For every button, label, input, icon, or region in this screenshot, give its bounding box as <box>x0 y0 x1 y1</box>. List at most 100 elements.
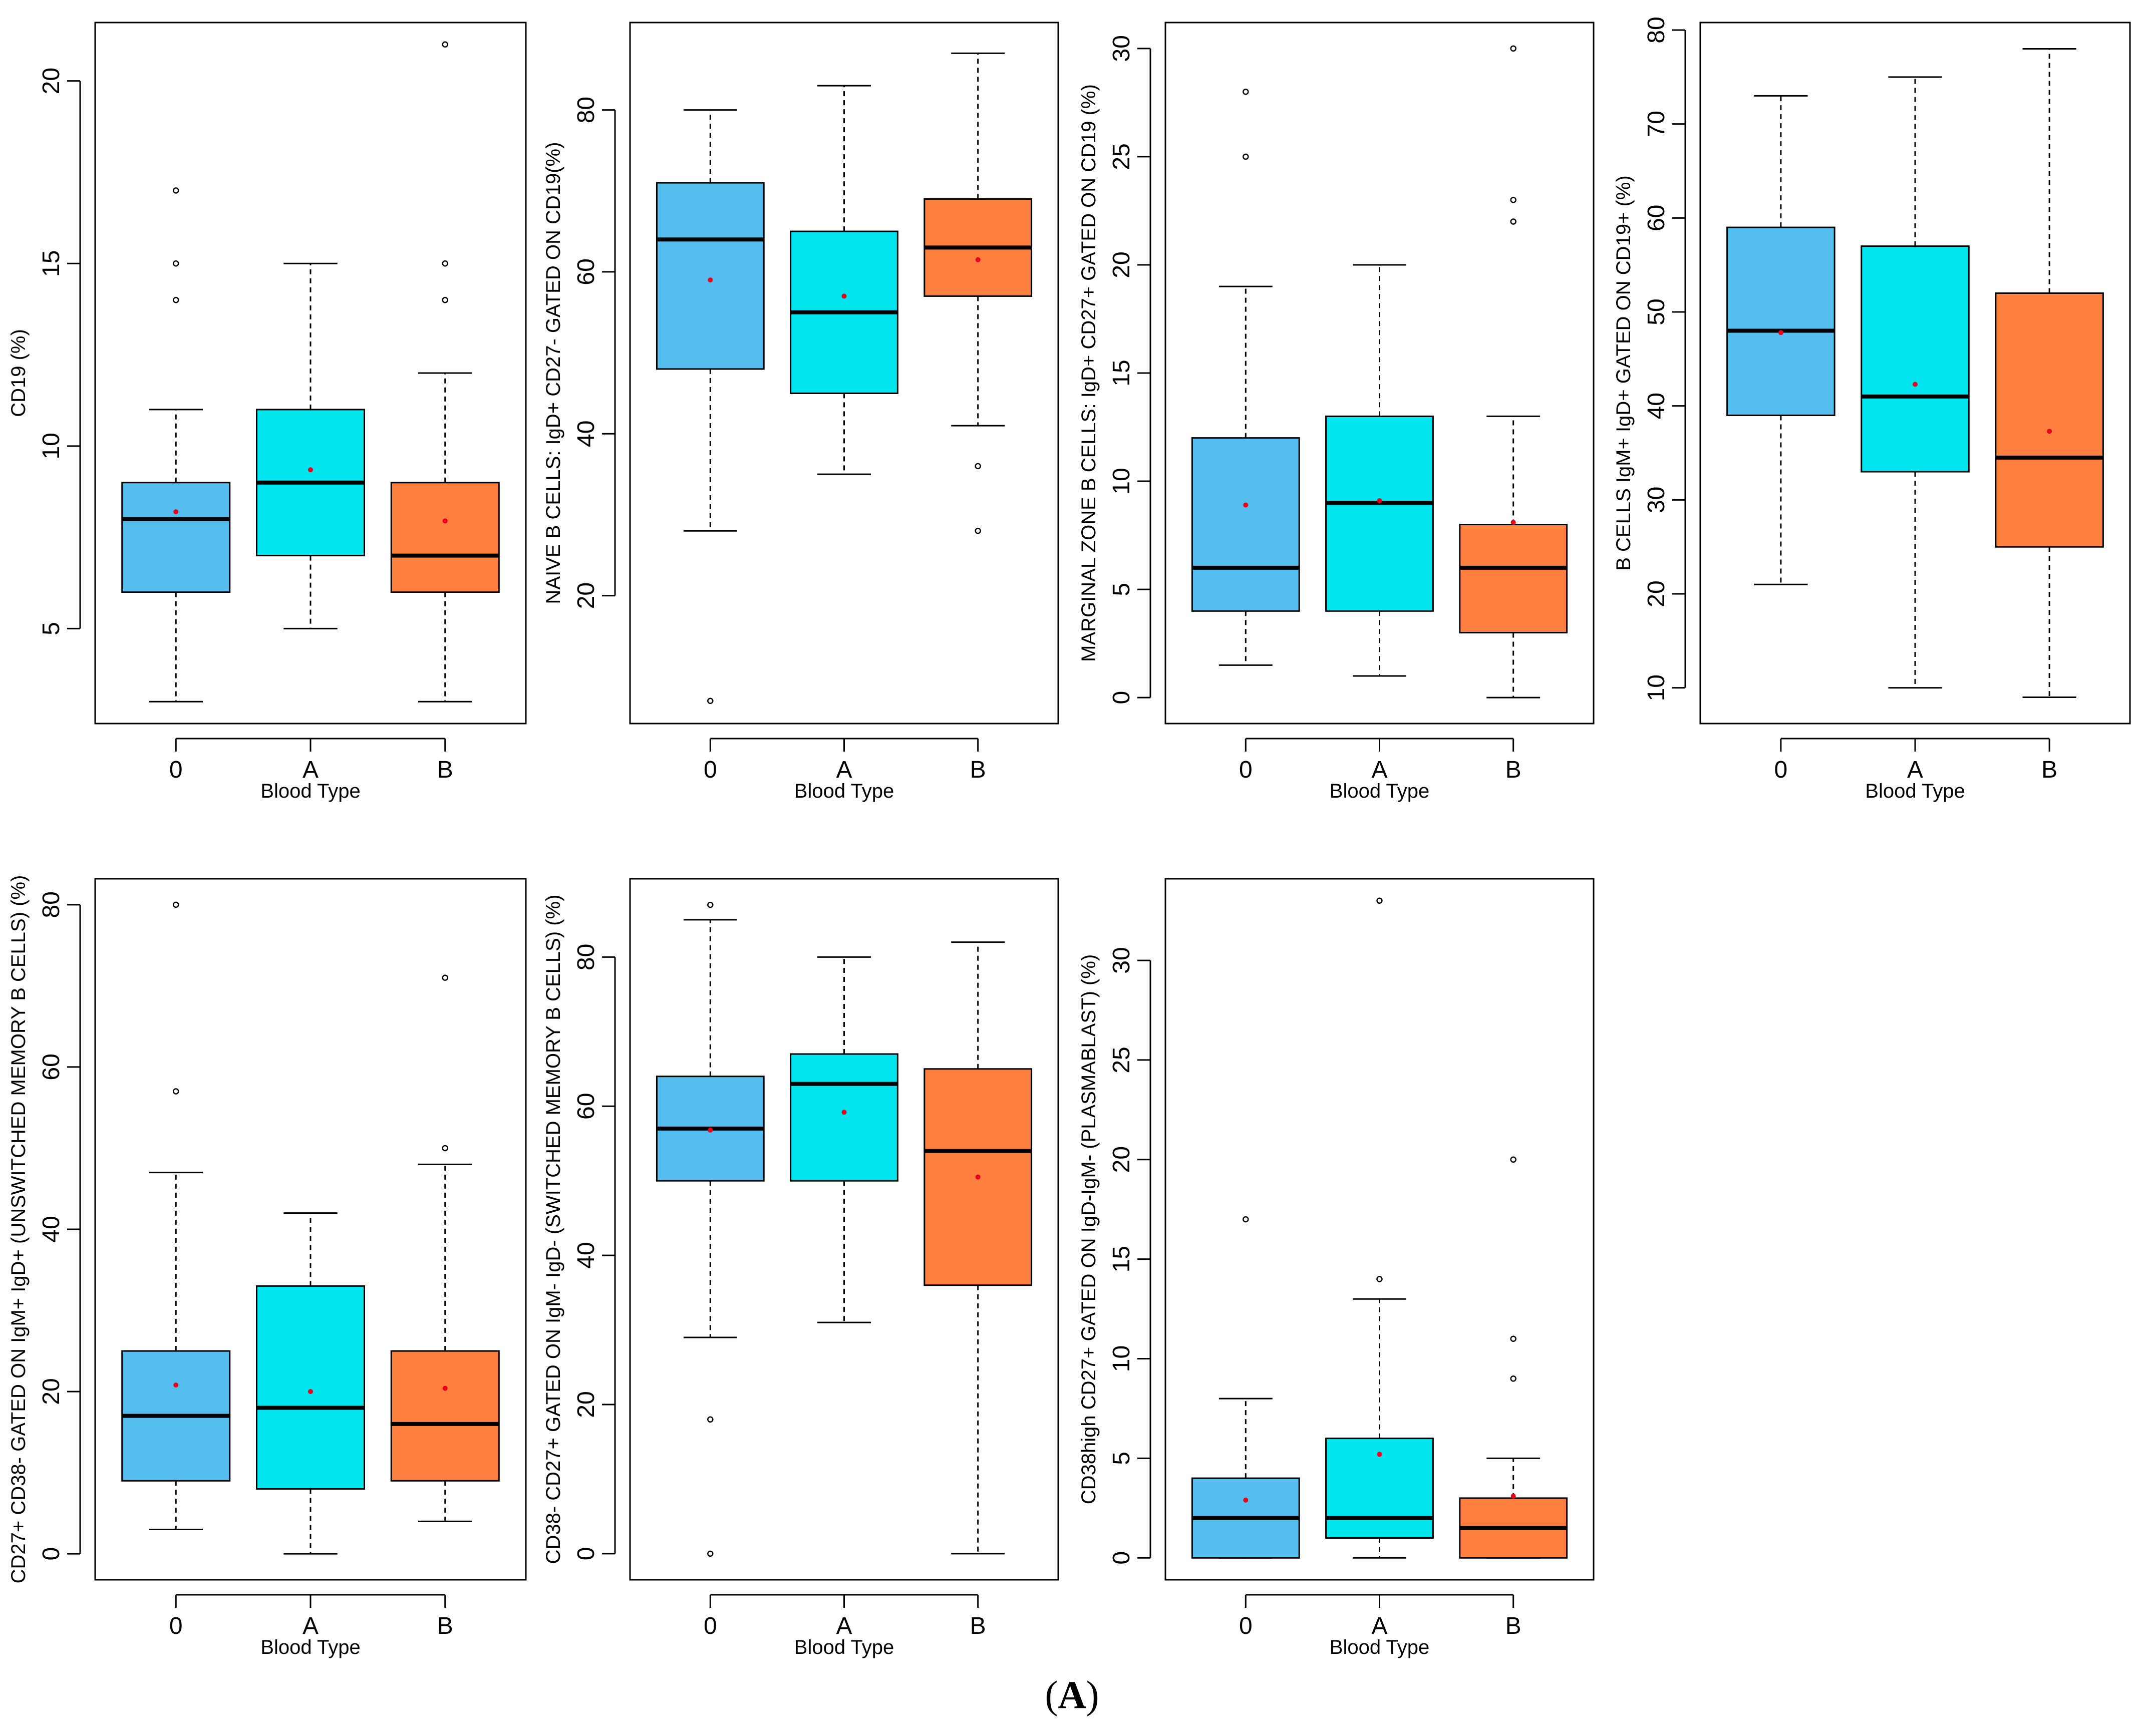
outlier-point <box>1510 1335 1516 1342</box>
box-group-B <box>924 52 1033 534</box>
box-group-B <box>1459 45 1568 699</box>
mean-marker <box>1510 520 1516 525</box>
y-tick-label: 5 <box>1108 1452 1135 1465</box>
mean-marker <box>1243 1497 1249 1503</box>
iqr-box <box>1995 292 2104 548</box>
iqr-box <box>1191 437 1300 612</box>
y-tick-label: 10 <box>1108 468 1135 494</box>
outlier-point <box>1510 218 1516 225</box>
y-tick-label: 40 <box>573 421 599 447</box>
mean-marker <box>173 509 179 515</box>
iqr-box <box>256 1285 365 1490</box>
y-tick-label: 0 <box>38 1547 65 1561</box>
y-tick-label: 10 <box>1643 674 1670 701</box>
mean-marker <box>1913 382 1918 387</box>
outlier-point <box>1376 1276 1383 1282</box>
box-group-A <box>256 1212 365 1555</box>
y-tick-label: 50 <box>1643 298 1670 325</box>
y-tick-label: 20 <box>1643 580 1670 607</box>
outlier-point <box>975 527 981 534</box>
mean-marker <box>173 1382 179 1388</box>
outlier-point <box>442 41 448 48</box>
x-tick-label: A <box>836 757 852 783</box>
outlier-point <box>1510 1156 1516 1163</box>
y-tick-label: 80 <box>38 891 65 918</box>
y-tick-label: 60 <box>38 1054 65 1080</box>
y-tick-label: 5 <box>38 622 65 635</box>
plot-frame <box>94 878 527 1581</box>
outlier-point <box>173 901 179 908</box>
iqr-box <box>790 1053 898 1182</box>
outlier-point <box>707 698 714 704</box>
y-tick-label: 5 <box>1108 583 1135 596</box>
iqr-box <box>1325 415 1434 612</box>
outlier-point <box>1243 153 1249 160</box>
plot-frame <box>94 22 527 725</box>
y-tick-label: 25 <box>1108 143 1135 170</box>
plot-frame <box>1699 22 2131 725</box>
x-tick-label: A <box>302 1613 319 1639</box>
outlier-point <box>1243 1216 1249 1223</box>
x-tick-label: A <box>1907 757 1923 783</box>
iqr-box <box>656 182 765 370</box>
outlier-point <box>707 1416 714 1423</box>
x-tick-label: A <box>1371 1613 1387 1639</box>
y-tick-label: 0 <box>1108 1551 1135 1565</box>
y-tick-label: 10 <box>38 433 65 459</box>
y-tick-label: 10 <box>1108 1345 1135 1372</box>
x-axis-title: Blood Type <box>794 1636 894 1658</box>
y-tick-label: 40 <box>573 1242 599 1268</box>
x-tick-label: B <box>437 1613 453 1639</box>
mean-marker <box>1377 1452 1382 1457</box>
iqr-box <box>121 482 231 593</box>
caption-close-paren: ) <box>1086 1673 1099 1716</box>
iqr-box <box>390 482 500 593</box>
y-tick-label: 20 <box>1108 251 1135 278</box>
x-tick-label: 0 <box>704 1613 717 1639</box>
y-tick-label: 80 <box>573 944 599 970</box>
mean-marker <box>2047 429 2052 434</box>
box-group-A <box>1861 76 1970 689</box>
plot-frame <box>629 22 1059 725</box>
y-tick-label: 0 <box>1108 691 1135 705</box>
x-tick-label: B <box>437 757 453 783</box>
box-group-0 <box>656 901 765 1557</box>
outlier-point <box>442 1145 448 1152</box>
y-tick-label: 60 <box>573 1093 599 1120</box>
x-axis-title: Blood Type <box>1865 780 1965 802</box>
outlier-point <box>1510 45 1516 52</box>
iqr-box <box>1459 523 1568 634</box>
plot-frame <box>1164 22 1595 725</box>
y-tick-label: 80 <box>573 97 599 123</box>
box-group-B <box>390 41 500 703</box>
box-group-A <box>1325 264 1434 677</box>
y-tick-label: 80 <box>1643 17 1670 43</box>
mean-marker <box>442 518 448 524</box>
mean-marker <box>308 467 313 473</box>
y-tick-label: 40 <box>1643 393 1670 419</box>
mean-marker <box>1778 330 1783 335</box>
boxplot-panel-5: 0 20 40 60 80 CD27+ CD38- GATED ON IgM+ IgD+ … <box>8 875 527 1658</box>
box-group-0 <box>1726 95 1835 585</box>
box-group-A <box>790 85 898 475</box>
x-axis-title: Blood Type <box>260 780 360 802</box>
outlier-point <box>1510 1375 1516 1382</box>
boxplot-panel-3: 0 5 10 15 20 25 30 MARGINAL ZONE B CELLS: IgD+ … <box>1078 22 1595 802</box>
box-group-B <box>1459 1156 1568 1559</box>
boxplot-panel-1: 5 10 15 20 CD19 (%) 0 A B Blood Type <box>8 22 527 802</box>
box-group-0 <box>1191 1216 1300 1559</box>
y-tick-label: 30 <box>1108 947 1135 973</box>
y-tick-label: 15 <box>38 250 65 277</box>
outlier-point <box>707 1550 714 1557</box>
outlier-point <box>707 901 714 908</box>
y-tick-label: 60 <box>573 258 599 285</box>
outlier-point <box>1243 89 1249 95</box>
box-group-0 <box>1191 89 1300 666</box>
boxplot-panel-7: 0 5 10 15 20 25 30 CD38high CD27+ GATED ON IgD-… <box>1078 878 1595 1658</box>
x-axis-title: Blood Type <box>260 1636 360 1658</box>
y-tick-label: 25 <box>1108 1047 1135 1073</box>
box-group-A <box>256 262 365 629</box>
x-tick-label: A <box>836 1613 852 1639</box>
x-tick-label: A <box>302 757 319 783</box>
